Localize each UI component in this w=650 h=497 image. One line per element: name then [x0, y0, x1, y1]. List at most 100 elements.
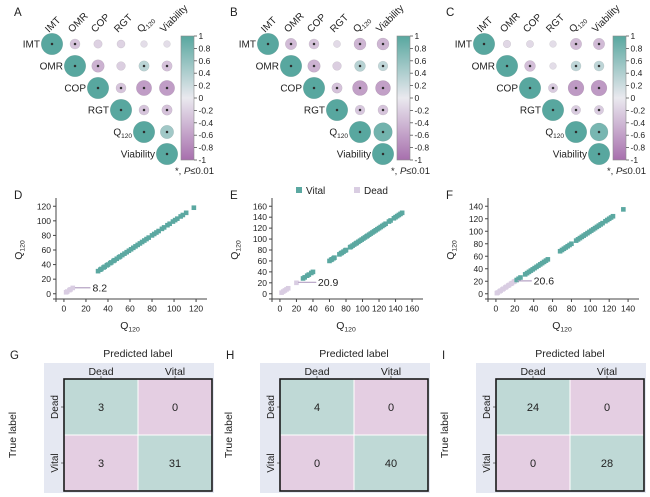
- colorbar-tick-label: -1: [199, 155, 207, 165]
- significance-dot: [597, 86, 601, 90]
- significance-dot: [312, 64, 316, 68]
- significance-dot: [50, 42, 54, 46]
- significance-dot: [358, 42, 362, 46]
- vital-point: [175, 216, 180, 221]
- annotation-label: 20.9: [318, 277, 339, 289]
- confusion-chart: G Predicted label Dead Vital Dead Vital True l…: [7, 348, 214, 493]
- row-label: OMR: [256, 62, 279, 73]
- annotation-label: 8.2: [93, 282, 108, 294]
- significance-dot: [119, 108, 123, 112]
- column-header: IMT: [475, 15, 495, 35]
- row-label: IMT: [23, 40, 40, 51]
- y-tick-label: 0: [46, 289, 51, 299]
- y-tick-label: 100: [469, 226, 483, 236]
- matrix-border: [495, 378, 645, 492]
- colorbar-tick-label: 0.4: [631, 68, 643, 78]
- x-tick-label: 20: [81, 304, 91, 314]
- y-tick-label: 120: [37, 201, 51, 211]
- colorbar: [180, 35, 195, 161]
- dead-point: [70, 285, 76, 291]
- colorbar: [396, 35, 411, 161]
- x-tick-label: 160: [405, 304, 419, 314]
- significance-dot: [335, 108, 339, 112]
- colorbar-tick-label: 0: [415, 93, 420, 103]
- vital-point: [518, 275, 523, 280]
- vital-point: [180, 212, 186, 218]
- significance-dot: [597, 108, 601, 112]
- column-header: Viability: [158, 3, 190, 35]
- colorbar-tick-label: 0.8: [415, 43, 427, 53]
- confusion-cell: [353, 434, 429, 492]
- x-tick-label: 20: [510, 304, 520, 314]
- true-label: True label: [223, 412, 235, 458]
- legend-swatch: [354, 187, 360, 193]
- colorbar-tick-label: 0.4: [415, 68, 427, 78]
- significance-dot: [289, 64, 293, 68]
- vital-point: [306, 272, 312, 277]
- column-header: IMT: [43, 15, 63, 35]
- y-tick-label: 20: [258, 278, 268, 288]
- predicted-label: Predicted label: [319, 348, 388, 360]
- true-label: True label: [7, 412, 19, 458]
- colorbar-tick-label: -0.6: [415, 130, 430, 140]
- column-header: Viability: [590, 3, 622, 35]
- column-header: Q120: [135, 14, 157, 36]
- significance-dot: [312, 42, 316, 46]
- significance-note: *, P≤0.01: [607, 166, 646, 177]
- colorbar-tick-label: -0.6: [199, 130, 214, 140]
- panel-letter: B: [230, 7, 238, 19]
- y-tick-label: 40: [42, 260, 52, 270]
- significance-dot: [142, 108, 146, 112]
- vital-point: [167, 221, 172, 227]
- vital-point: [161, 225, 167, 230]
- true-label: True label: [439, 412, 451, 458]
- corr-bubble: [93, 39, 103, 49]
- column-header: Dead: [304, 366, 329, 378]
- panel-f-scatter: F 0 0 20 20 40 40 60 60 80 80 100 100 120 120 140 140 Q12…: [432, 183, 648, 345]
- x-tick-label: 100: [167, 304, 181, 314]
- corr-bubble: [116, 39, 126, 49]
- significance-dot: [165, 108, 169, 112]
- colorbar-tick-label: 0.4: [199, 68, 211, 78]
- significance-dot: [312, 86, 316, 90]
- column-header: RGT: [544, 12, 567, 35]
- annotation-label: 20.6: [534, 275, 555, 287]
- column-header: IMT: [259, 15, 279, 35]
- confusion-row: G Predicted label Dead Vital Dead Vital True l…: [0, 345, 650, 497]
- significance-dot: [142, 86, 146, 90]
- significance-note: *, P≤0.01: [391, 166, 430, 177]
- colorbar-tick-label: 0.6: [415, 56, 427, 66]
- significance-dot: [358, 86, 362, 90]
- scatter-chart: F 0 0 20 20 40 40 60 60 80 80 100 100 120 120 140 140 Q12…: [445, 190, 639, 334]
- y-tick-label: 80: [258, 245, 268, 255]
- significance-dot: [266, 42, 270, 46]
- x-tick-label: 120: [189, 304, 203, 314]
- significance-dot: [574, 64, 578, 68]
- y-tick-label: 140: [469, 201, 483, 211]
- x-tick-label: 140: [388, 304, 402, 314]
- x-tick-label: 60: [325, 304, 335, 314]
- row-label: RGT: [520, 106, 541, 117]
- significance-dot: [73, 64, 77, 68]
- column-header: COP: [521, 12, 544, 35]
- x-tick-label: 120: [602, 304, 616, 314]
- colorbar-tick-label: 0.6: [631, 56, 643, 66]
- colorbar-tick-label: -0.8: [415, 143, 430, 153]
- x-axis-title: Q120: [336, 320, 356, 334]
- x-tick-label: 140: [621, 304, 635, 314]
- vital-point: [332, 255, 337, 260]
- row-label: COP: [496, 84, 518, 95]
- significance-dot: [551, 108, 555, 112]
- corr-bubble: [526, 40, 534, 48]
- cell-value: 0: [314, 458, 320, 470]
- column-header: Vital: [381, 366, 401, 378]
- panel-letter: D: [14, 190, 22, 202]
- column-header: RGT: [328, 12, 351, 35]
- significance-dot: [574, 42, 578, 46]
- vital-point: [310, 269, 316, 275]
- row-header: Dead: [266, 395, 277, 419]
- panel-letter: E: [230, 190, 238, 202]
- significance-dot: [358, 64, 362, 68]
- y-tick-label: 60: [258, 256, 268, 266]
